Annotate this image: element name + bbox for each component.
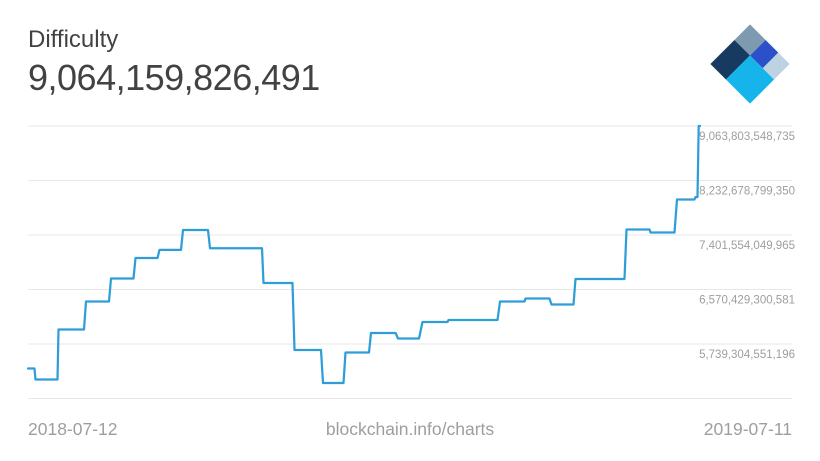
x-axis-start-date: 2018-07-12 xyxy=(28,419,118,439)
chart-header: Difficulty 9,064,159,826,491 xyxy=(28,26,320,98)
y-axis-label: 6,570,429,300,581 xyxy=(699,295,795,307)
y-axis-label: 9,063,803,548,735 xyxy=(699,131,795,143)
x-axis-footer: 2018-07-12 blockchain.info/charts 2019-0… xyxy=(28,419,792,441)
x-axis-end-date: 2019-07-11 xyxy=(703,419,792,439)
chart-current-value: 9,064,159,826,491 xyxy=(28,56,320,98)
y-axis-label: 8,232,678,799,350 xyxy=(699,186,795,198)
y-axis-label: 5,739,304,551,196 xyxy=(699,349,795,361)
chart-title: Difficulty xyxy=(28,26,119,53)
y-axis-label: 7,401,554,049,965 xyxy=(699,240,795,252)
difficulty-line xyxy=(26,124,702,385)
source-link[interactable]: blockchain.info/charts xyxy=(325,419,495,439)
